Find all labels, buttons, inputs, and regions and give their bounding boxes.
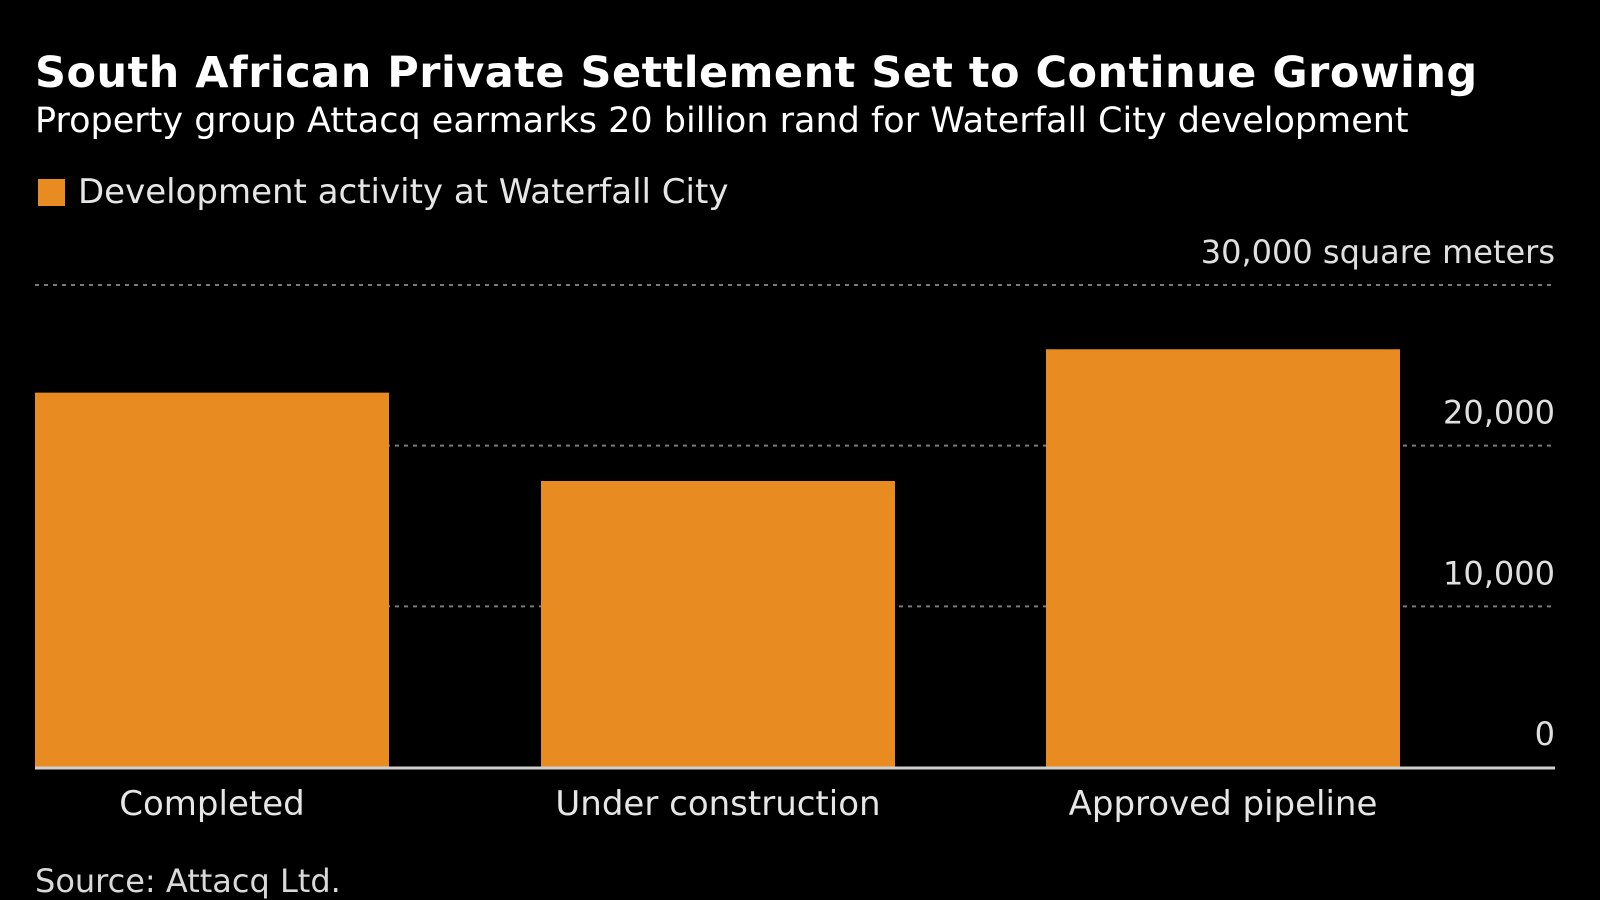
source-note: Source: Attacq Ltd. [35,862,341,900]
y-tick-label: 30,000 square meters [1201,233,1555,271]
legend: Development activity at Waterfall City [38,172,728,212]
chart-subtitle: Property group Attacq earmarks 20 billio… [35,101,1409,141]
x-tick-label: Under construction [555,784,880,824]
legend-label: Development activity at Waterfall City [78,172,729,212]
y-tick-label: 10,000 [1443,554,1555,592]
x-tick-label: Completed [119,784,304,824]
y-tick-label: 20,000 [1443,394,1555,432]
y-tick-label: 0 [1535,715,1555,753]
bar-approved-pipeline [1046,349,1400,767]
bar-under-construction [541,481,895,767]
chart-title: South African Private Settlement Set to … [35,48,1478,98]
x-tick-label: Approved pipeline [1069,784,1378,824]
bar-completed [35,392,389,767]
legend-swatch [38,178,65,206]
